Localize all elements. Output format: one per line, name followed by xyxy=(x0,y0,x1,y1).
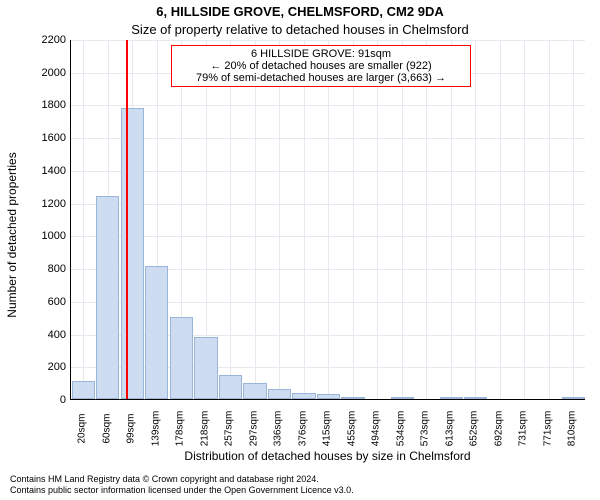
x-tick-label: 178sqm xyxy=(175,411,186,447)
x-tick-label: 297sqm xyxy=(248,411,259,447)
x-tick-label: 139sqm xyxy=(150,411,161,447)
y-tick-label: 600 xyxy=(48,296,66,308)
x-tick-label: 810sqm xyxy=(566,411,577,447)
histogram-bar xyxy=(317,394,340,399)
histogram-bar xyxy=(96,196,119,399)
annotation-line: 6 HILLSIDE GROVE: 91sqm xyxy=(176,48,466,60)
x-tick-label: 99sqm xyxy=(126,413,137,443)
x-tick-label: 257sqm xyxy=(224,411,235,447)
histogram-bar xyxy=(341,397,365,399)
histogram-bar xyxy=(243,383,267,399)
histogram-bar xyxy=(145,266,168,399)
x-tick-label: 573sqm xyxy=(420,411,431,447)
gridline-v xyxy=(230,40,231,399)
x-tick-label: 731sqm xyxy=(518,411,529,447)
x-tick-label: 613sqm xyxy=(444,411,455,447)
y-tick-label: 1400 xyxy=(42,165,66,177)
histogram-bar xyxy=(219,375,242,399)
x-tick-label: 20sqm xyxy=(77,413,88,443)
gridline-v xyxy=(402,40,403,399)
y-tick-label: 1000 xyxy=(42,230,66,242)
histogram-bar xyxy=(121,108,145,399)
histogram-bar xyxy=(170,317,194,399)
gridline-v xyxy=(328,40,329,399)
x-tick-label: 494sqm xyxy=(371,411,382,447)
histogram-bar xyxy=(268,389,291,399)
histogram-bar xyxy=(464,397,488,399)
histogram-bar xyxy=(194,337,218,399)
gridline-v xyxy=(500,40,501,399)
gridline-v xyxy=(451,40,452,399)
x-axis-label: Distribution of detached houses by size … xyxy=(70,449,585,463)
y-tick-label: 400 xyxy=(48,329,66,341)
annotation-box: 6 HILLSIDE GROVE: 91sqm← 20% of detached… xyxy=(171,45,471,87)
histogram-bar xyxy=(562,397,586,399)
gridline-v xyxy=(304,40,305,399)
footnote: Contains HM Land Registry data © Crown c… xyxy=(10,474,354,496)
gridline-v xyxy=(573,40,574,399)
chart-subtitle: Size of property relative to detached ho… xyxy=(0,22,600,37)
histogram-bar xyxy=(72,381,96,399)
y-tick-label: 1200 xyxy=(42,198,66,210)
gridline-v xyxy=(475,40,476,399)
y-tick-label: 800 xyxy=(48,263,66,275)
plot-area: 6 HILLSIDE GROVE: 91sqm← 20% of detached… xyxy=(70,40,585,400)
gridline-v xyxy=(279,40,280,399)
x-tick-label: 771sqm xyxy=(542,411,553,447)
gridline-v xyxy=(255,40,256,399)
gridline-v xyxy=(426,40,427,399)
histogram-bar xyxy=(440,397,463,399)
histogram-bar xyxy=(292,393,316,399)
histogram-bar xyxy=(391,397,414,399)
x-tick-label: 376sqm xyxy=(297,411,308,447)
gridline-v xyxy=(524,40,525,399)
x-tick-label: 692sqm xyxy=(493,411,504,447)
gridline-v xyxy=(83,40,84,399)
x-tick-label: 218sqm xyxy=(199,411,210,447)
y-axis-label: Number of detached properties xyxy=(5,152,19,317)
y-tick-label: 1600 xyxy=(42,132,66,144)
annotation-line: ← 20% of detached houses are smaller (92… xyxy=(176,60,466,72)
x-tick-label: 534sqm xyxy=(395,411,406,447)
y-tick-label: 200 xyxy=(48,361,66,373)
y-tick-label: 2200 xyxy=(42,34,66,46)
gridline-v xyxy=(353,40,354,399)
chart-container: 6, HILLSIDE GROVE, CHELMSFORD, CM2 9DA S… xyxy=(0,0,600,500)
x-tick-label: 60sqm xyxy=(101,413,112,443)
x-tick-label: 336sqm xyxy=(273,411,284,447)
y-tick-label: 1800 xyxy=(42,99,66,111)
x-tick-label: 652sqm xyxy=(469,411,480,447)
y-tick-label: 0 xyxy=(60,394,66,406)
marker-line xyxy=(126,40,128,399)
gridline-v xyxy=(549,40,550,399)
annotation-line: 79% of semi-detached houses are larger (… xyxy=(176,72,466,84)
chart-title: 6, HILLSIDE GROVE, CHELMSFORD, CM2 9DA xyxy=(0,4,600,19)
y-tick-label: 2000 xyxy=(42,67,66,79)
gridline-v xyxy=(377,40,378,399)
x-tick-label: 415sqm xyxy=(322,411,333,447)
x-tick-label: 455sqm xyxy=(346,411,357,447)
